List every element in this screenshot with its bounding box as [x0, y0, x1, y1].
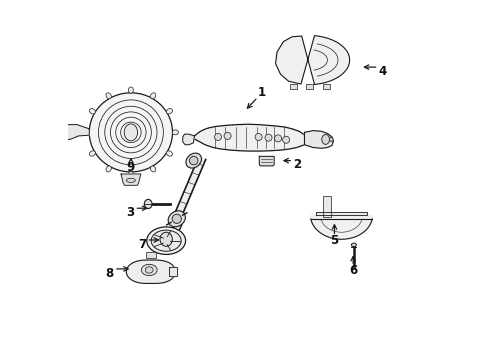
Bar	[305, 84, 313, 89]
Ellipse shape	[166, 109, 172, 114]
Ellipse shape	[128, 171, 133, 178]
Text: 8: 8	[105, 267, 114, 280]
Ellipse shape	[89, 93, 172, 172]
Circle shape	[214, 134, 221, 140]
Polygon shape	[121, 174, 141, 185]
Ellipse shape	[83, 130, 89, 135]
Ellipse shape	[151, 230, 181, 251]
Polygon shape	[169, 267, 177, 276]
Text: 7: 7	[138, 238, 146, 251]
Bar	[322, 84, 329, 89]
Polygon shape	[56, 125, 89, 139]
Ellipse shape	[185, 153, 201, 168]
Polygon shape	[164, 223, 182, 250]
Ellipse shape	[321, 135, 329, 144]
Bar	[145, 252, 156, 258]
Circle shape	[189, 156, 198, 165]
Text: 9: 9	[126, 161, 135, 174]
Circle shape	[282, 136, 289, 143]
Circle shape	[224, 132, 231, 139]
Circle shape	[274, 135, 281, 142]
Text: 2: 2	[293, 158, 301, 171]
Ellipse shape	[150, 166, 156, 172]
Polygon shape	[259, 156, 274, 166]
Circle shape	[264, 134, 271, 141]
Ellipse shape	[128, 87, 133, 93]
Polygon shape	[315, 212, 366, 215]
Ellipse shape	[106, 166, 111, 172]
Ellipse shape	[55, 126, 63, 136]
Ellipse shape	[89, 151, 95, 156]
Ellipse shape	[146, 227, 185, 255]
Ellipse shape	[329, 137, 332, 141]
Polygon shape	[275, 36, 349, 85]
Polygon shape	[310, 215, 371, 239]
Ellipse shape	[166, 151, 172, 156]
Polygon shape	[173, 157, 205, 220]
Bar	[290, 84, 297, 89]
Ellipse shape	[124, 124, 137, 141]
Ellipse shape	[160, 232, 172, 246]
Ellipse shape	[172, 130, 178, 135]
Text: 3: 3	[126, 206, 134, 219]
Ellipse shape	[168, 211, 185, 227]
Ellipse shape	[351, 243, 356, 247]
Polygon shape	[193, 124, 306, 151]
Bar	[323, 196, 330, 217]
Text: 1: 1	[258, 86, 265, 99]
Polygon shape	[304, 131, 333, 148]
Ellipse shape	[89, 109, 95, 114]
Circle shape	[172, 214, 181, 224]
Ellipse shape	[126, 178, 135, 183]
Ellipse shape	[144, 199, 152, 208]
Text: 6: 6	[348, 264, 357, 277]
Ellipse shape	[145, 267, 153, 273]
Text: 4: 4	[378, 65, 386, 78]
Polygon shape	[183, 134, 194, 145]
Polygon shape	[126, 260, 175, 283]
Text: 5: 5	[330, 234, 338, 247]
Ellipse shape	[141, 264, 157, 276]
Ellipse shape	[106, 93, 111, 99]
Ellipse shape	[150, 93, 156, 99]
Circle shape	[255, 134, 262, 140]
